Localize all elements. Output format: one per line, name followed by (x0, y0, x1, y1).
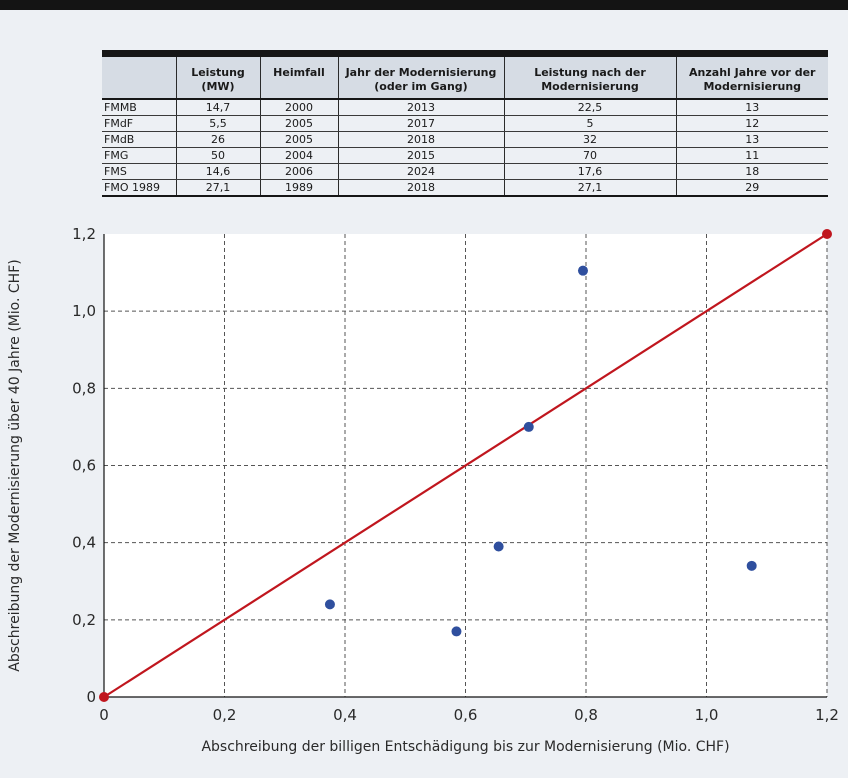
table-row: FMG 50 2004 2015 70 11 (102, 147, 828, 164)
row-label: FMO 1989 (102, 179, 176, 197)
table-cell: 29 (675, 179, 828, 197)
table-cell: 2018 (337, 131, 504, 148)
data-table: Leistung (MW) Heimfall Jahr der Modernis… (102, 50, 828, 197)
table-cell: 2013 (337, 99, 504, 116)
header-cell: Leistung nach der Modernisierung (503, 50, 676, 100)
row-label: FMG (102, 147, 176, 164)
table-row: FMO 1989 27,1 1989 2018 27,1 29 (102, 179, 828, 197)
data-point (493, 541, 504, 552)
header-cell (102, 50, 176, 100)
table-cell: 13 (675, 131, 828, 148)
data-point (451, 626, 462, 637)
table-cell: 14,7 (175, 99, 260, 116)
table-cell: 5,5 (175, 115, 260, 132)
header-cell: Anzahl Jahre vor der Modernisierung (675, 50, 828, 100)
row-label: FMdF (102, 115, 176, 132)
y-axis-label: Abschreibung der Modernisierung über 40 … (7, 259, 23, 671)
y-tick-label: 1,2 (72, 225, 96, 243)
header-cell: Leistung (MW) (175, 50, 260, 100)
y-tick-label: 0,8 (72, 379, 96, 397)
data-point (577, 265, 588, 276)
reference-line-endpoint (822, 229, 832, 239)
table-cell: 18 (675, 163, 828, 180)
table-cell: 2018 (337, 179, 504, 197)
x-tick-label: 0 (99, 706, 109, 724)
y-tick-label: 0 (86, 688, 96, 706)
table-cell: 22,5 (503, 99, 676, 116)
header-cell: Heimfall (259, 50, 338, 100)
table-row: FMdB 26 2005 2018 32 13 (102, 131, 828, 148)
data-point (746, 560, 757, 571)
table-cell: 11 (675, 147, 828, 164)
table-cell: 5 (503, 115, 676, 132)
table-cell: 13 (675, 99, 828, 116)
row-label: FMMB (102, 99, 176, 116)
x-tick-label: 0,6 (454, 706, 478, 724)
x-axis-label: Abschreibung der billigen Entschädigung … (201, 739, 729, 755)
table-cell: 2006 (259, 163, 338, 180)
table-cell: 1989 (259, 179, 338, 197)
scatter-chart: 0 0,2 0,4 0,6 0,8 1,0 1,2 0 0,2 0,4 0,6 0,8 1,0 1,2 Ab… (7, 225, 839, 755)
table-cell: 2005 (259, 131, 338, 148)
table-cell: 14,6 (175, 163, 260, 180)
table-row: FMS 14,6 2006 2024 17,6 18 (102, 163, 828, 180)
top-rule (0, 0, 848, 10)
table-cell: 27,1 (175, 179, 260, 197)
table-cell: 2015 (337, 147, 504, 164)
table-cell: 50 (175, 147, 260, 164)
x-tick-label: 0,2 (213, 706, 237, 724)
table-cell: 2005 (259, 115, 338, 132)
y-tick-label: 0,2 (72, 611, 96, 629)
x-tick-label: 0,4 (333, 706, 357, 724)
data-point (324, 599, 335, 610)
x-tick-label: 1,2 (815, 706, 839, 724)
table-cell: 27,1 (503, 179, 676, 197)
x-tick-label: 1,0 (695, 706, 719, 724)
y-tick-label: 0,6 (72, 457, 96, 475)
reference-line (103, 233, 828, 698)
row-label: FMdB (102, 131, 176, 148)
table-cell: 17,6 (503, 163, 676, 180)
table-header-row: Leistung (MW) Heimfall Jahr der Modernis… (102, 50, 828, 100)
y-tick-label: 0,4 (72, 534, 96, 552)
table-row: FMMB 14,7 2000 2013 22,5 13 (102, 99, 828, 116)
table-row: FMdF 5,5 2005 2017 5 12 (102, 115, 828, 132)
table-cell: 2000 (259, 99, 338, 116)
table-cell: 26 (175, 131, 260, 148)
data-point (523, 421, 534, 432)
table-cell: 2024 (337, 163, 504, 180)
reference-line-endpoint (99, 692, 109, 702)
y-tick-label: 1,0 (72, 302, 96, 320)
table-cell: 2004 (259, 147, 338, 164)
table-cell: 12 (675, 115, 828, 132)
table-cell: 70 (503, 147, 676, 164)
row-label: FMS (102, 163, 176, 180)
header-cell: Jahr der Modernisierung (oder im Gang) (337, 50, 504, 100)
table-cell: 2017 (337, 115, 504, 132)
x-tick-label: 0,8 (574, 706, 598, 724)
table-cell: 32 (503, 131, 676, 148)
